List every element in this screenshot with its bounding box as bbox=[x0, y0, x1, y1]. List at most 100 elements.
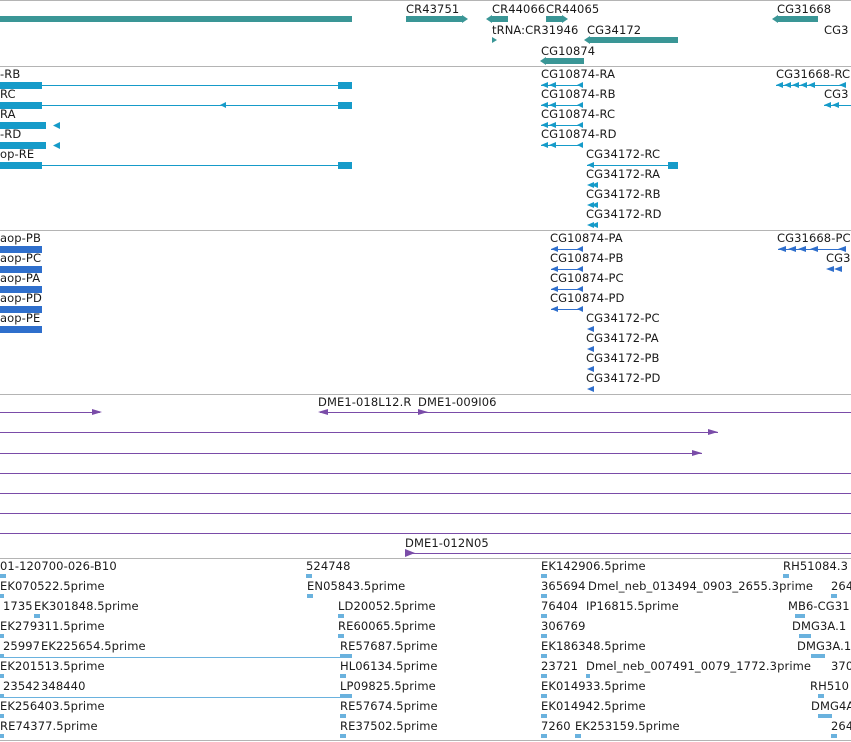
gene-span-feature[interactable] bbox=[492, 16, 508, 22]
est-label[interactable]: EK070522.5prime bbox=[0, 579, 105, 593]
protein-block[interactable] bbox=[0, 326, 42, 333]
exon-block[interactable] bbox=[668, 162, 678, 169]
est-label[interactable]: 365694 bbox=[541, 579, 586, 593]
gene-span-feature[interactable] bbox=[0, 16, 352, 22]
exon-block[interactable] bbox=[0, 162, 42, 169]
est-label[interactable]: EK201513.5prime bbox=[0, 659, 105, 673]
est-label[interactable]: 264 bbox=[831, 719, 851, 733]
est-label[interactable]: HL06134.5prime bbox=[340, 659, 438, 673]
est-label[interactable]: 370 bbox=[831, 659, 851, 673]
clone-line[interactable] bbox=[0, 432, 718, 433]
clone-line[interactable] bbox=[0, 473, 851, 474]
protein-label[interactable]: CG10874-PD bbox=[550, 291, 625, 305]
gene-label[interactable]: CG34172 bbox=[587, 23, 642, 37]
clone-line[interactable] bbox=[320, 412, 851, 413]
protein-label[interactable]: CG3 bbox=[826, 251, 851, 265]
est-label[interactable]: EK256403.5prime bbox=[0, 699, 105, 713]
est-label[interactable]: 01-120700-026-B10 bbox=[0, 559, 117, 573]
est-label[interactable]: EK225654.5prime bbox=[41, 639, 146, 653]
est-label[interactable]: Dmel_neb_007491_0079_1772.3prime bbox=[586, 659, 812, 673]
transcript-label[interactable]: CG10874-RA bbox=[541, 67, 616, 81]
exon-block[interactable] bbox=[0, 122, 46, 129]
est-label[interactable]: RH510 bbox=[810, 679, 850, 693]
protein-label[interactable]: aop-PE bbox=[0, 311, 41, 325]
est-label[interactable]: DMG3A.1 bbox=[792, 619, 847, 633]
est-label[interactable]: 25997 bbox=[3, 639, 41, 653]
exon-block[interactable] bbox=[338, 162, 352, 169]
est-label[interactable]: 7260 bbox=[541, 719, 571, 733]
gene-label[interactable]: CG10874 bbox=[541, 44, 596, 58]
protein-label[interactable]: aop-PA bbox=[0, 271, 41, 285]
gene-span-feature[interactable] bbox=[778, 16, 818, 22]
protein-label[interactable]: CG10874-PA bbox=[550, 231, 623, 245]
transcript-label[interactable]: CG34172-RC bbox=[586, 147, 661, 161]
transcript-label[interactable]: RA bbox=[0, 107, 16, 121]
clone-line[interactable] bbox=[0, 493, 851, 494]
est-label[interactable]: 306769 bbox=[541, 619, 586, 633]
transcript-label[interactable]: CG34172-RB bbox=[586, 187, 661, 201]
gene-span-feature[interactable] bbox=[406, 16, 462, 22]
est-label[interactable]: EK301848.5prime bbox=[34, 599, 139, 613]
est-label[interactable]: 1735 bbox=[3, 599, 33, 613]
est-label[interactable]: 23542 bbox=[3, 679, 41, 693]
protein-block[interactable] bbox=[0, 286, 42, 293]
est-label[interactable]: RE60065.5prime bbox=[338, 619, 436, 633]
transcript-label[interactable]: op-RE bbox=[0, 147, 35, 161]
transcript-label[interactable]: -RD bbox=[0, 127, 22, 141]
est-label[interactable]: IP16815.5prime bbox=[586, 599, 679, 613]
est-label[interactable]: EK014942.5prime bbox=[541, 699, 646, 713]
est-label[interactable]: EN05843.5prime bbox=[307, 579, 406, 593]
est-label[interactable]: 524748 bbox=[306, 559, 351, 573]
transcript-label[interactable]: -RB bbox=[0, 67, 21, 81]
protein-label[interactable]: CG34172-PC bbox=[586, 311, 660, 325]
protein-label[interactable]: CG31668-PC bbox=[777, 231, 851, 245]
est-label[interactable]: 348440 bbox=[41, 679, 86, 693]
protein-label[interactable]: aop-PD bbox=[0, 291, 42, 305]
est-label[interactable]: DMG4A bbox=[811, 699, 851, 713]
clone-line[interactable] bbox=[406, 553, 851, 554]
est-label[interactable]: LP09825.5prime bbox=[340, 679, 436, 693]
exon-block[interactable] bbox=[0, 142, 46, 149]
exon-block[interactable] bbox=[0, 102, 42, 109]
transcript-label[interactable]: RC bbox=[0, 87, 16, 101]
est-label[interactable]: EK186348.5prime bbox=[541, 639, 646, 653]
protein-label[interactable]: CG34172-PA bbox=[586, 331, 659, 345]
est-label[interactable]: RH51084.3 bbox=[783, 559, 849, 573]
transcript-label[interactable]: CG34172-RD bbox=[586, 207, 662, 221]
protein-label[interactable]: CG34172-PD bbox=[586, 371, 661, 385]
est-label[interactable]: 23721 bbox=[541, 659, 579, 673]
transcript-label[interactable]: CG10874-RD bbox=[541, 127, 617, 141]
gene-span-feature[interactable] bbox=[590, 37, 678, 43]
gene-label[interactable]: CG3 bbox=[824, 23, 849, 37]
est-label[interactable]: RE57687.5prime bbox=[340, 639, 438, 653]
est-label[interactable]: 264 bbox=[831, 579, 851, 593]
protein-label[interactable]: aop-PC bbox=[0, 251, 42, 265]
gene-span-feature[interactable] bbox=[546, 16, 562, 22]
clone-line[interactable] bbox=[0, 513, 851, 514]
gene-label[interactable]: tRNA:CR31946 bbox=[492, 23, 579, 37]
protein-block[interactable] bbox=[0, 306, 42, 313]
gene-label[interactable]: CG31668 bbox=[777, 2, 832, 16]
gene-label[interactable]: CR43751 bbox=[406, 2, 460, 16]
exon-block[interactable] bbox=[338, 82, 352, 89]
protein-block[interactable] bbox=[0, 246, 42, 253]
transcript-label[interactable]: CG34172-RA bbox=[586, 167, 661, 181]
clone-label[interactable]: DME1-012N05 bbox=[405, 536, 489, 550]
protein-label[interactable]: CG10874-PB bbox=[550, 251, 624, 265]
clone-line[interactable] bbox=[0, 412, 100, 413]
est-label[interactable]: RE57674.5prime bbox=[340, 699, 438, 713]
transcript-label[interactable]: CG3 bbox=[824, 87, 849, 101]
transcript-label[interactable]: CG10874-RB bbox=[541, 87, 616, 101]
est-label[interactable]: DMG3A.1 bbox=[797, 639, 851, 653]
est-label[interactable]: EK253159.5prime bbox=[575, 719, 680, 733]
gene-label[interactable]: CR44065 bbox=[546, 2, 600, 16]
protein-label[interactable]: CG10874-PC bbox=[550, 271, 624, 285]
gene-label[interactable]: CR44066 bbox=[492, 2, 546, 16]
est-label[interactable]: LD20052.5prime bbox=[338, 599, 436, 613]
protein-label[interactable]: aop-PB bbox=[0, 231, 41, 245]
gene-span-feature[interactable] bbox=[546, 58, 584, 64]
est-label[interactable]: MB6-CG31 bbox=[788, 599, 850, 613]
transcript-label[interactable]: CG31668-RC bbox=[776, 67, 851, 81]
clone-label[interactable]: DME1-009I06 bbox=[418, 395, 497, 409]
exon-block[interactable] bbox=[0, 82, 42, 89]
